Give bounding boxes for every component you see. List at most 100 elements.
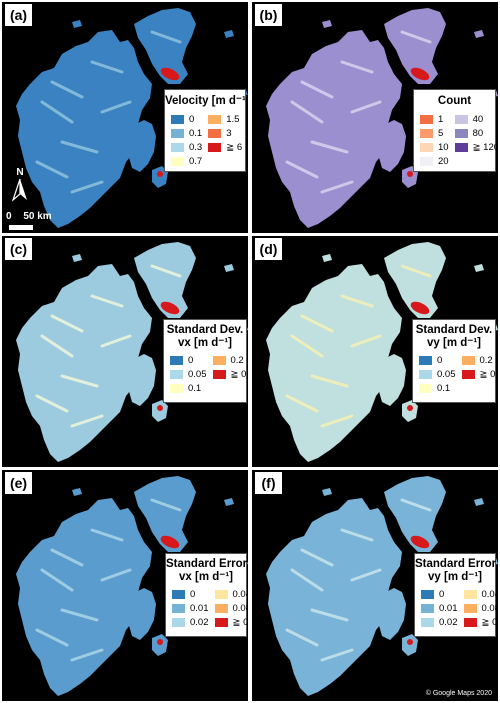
legend-item: ≧ 120	[454, 142, 498, 153]
north-label: N	[16, 167, 24, 178]
island-shape	[224, 30, 234, 38]
glacier-streak	[400, 30, 432, 44]
glacier-streak	[150, 498, 182, 512]
glacier-streak	[50, 314, 84, 333]
legend-item: ≧ 0.4	[212, 369, 249, 380]
legend-label: ≧ 6	[226, 142, 243, 153]
glacier-streak	[150, 264, 182, 278]
map-count	[266, 8, 498, 228]
legend-swatch	[214, 618, 228, 627]
glacier-streak	[40, 334, 74, 358]
glacier-hotspot	[407, 171, 413, 177]
panel-label: (e)	[5, 472, 32, 494]
glacier-streak	[400, 498, 432, 512]
legend-swatch	[212, 370, 226, 379]
map-stderr-vx	[16, 476, 248, 696]
glacier-streak	[350, 100, 382, 114]
glacier-hotspot	[160, 67, 180, 81]
legend-item: 0.02	[421, 617, 458, 628]
glacier-streak	[290, 568, 324, 592]
glacier-streak	[40, 100, 74, 124]
glacier-streak	[290, 334, 324, 358]
island-shape	[378, 120, 406, 172]
map-stderr-vy	[266, 476, 498, 696]
legend-label: 20	[438, 156, 449, 167]
panel-stddev-vx: (c) Standard Dev. vx [m d⁻¹] 0 0.2 0.05 ≧ 0…	[2, 236, 248, 467]
legend-item: 0.05	[419, 369, 456, 380]
legend-label: 0.02	[439, 617, 458, 628]
glacier-streak	[300, 80, 334, 99]
legend-items: 0 0.04 0.01 0.08 0.02 ≧ 0.16	[172, 589, 248, 628]
glacier-streak	[40, 568, 74, 592]
glacier-streak	[300, 548, 334, 567]
legend-label: ≧ 0.4	[479, 369, 499, 380]
island-shape	[134, 242, 196, 318]
legend-label: 0	[188, 355, 194, 366]
glacier-streak	[70, 180, 104, 194]
legend-item: ≧ 0.16	[463, 617, 499, 628]
legend-items: 0 0.2 0.05 ≧ 0.4 0.1	[419, 355, 498, 394]
legend-swatch	[208, 115, 222, 124]
glacier-streak	[70, 414, 104, 428]
legend-count: Count 1 40 5 80 10 ≧ 120 20	[413, 89, 498, 172]
legend-swatch	[170, 370, 183, 379]
legend-label: 0.02	[190, 617, 209, 628]
legend-swatch	[214, 590, 228, 599]
glacier-streak	[35, 628, 69, 647]
legend-label: 5	[438, 128, 444, 139]
legend-label: ≧ 0.16	[481, 617, 499, 628]
legend-label: 0.01	[190, 603, 209, 614]
legend-item: 0	[172, 589, 209, 600]
glacier-streak	[310, 608, 349, 622]
legend-label: 0	[190, 589, 196, 600]
glacier-streak	[310, 140, 349, 154]
glacier-hotspot	[410, 301, 430, 315]
legend-swatch	[420, 129, 433, 138]
legend-swatch	[171, 143, 184, 152]
panel-label: (a)	[5, 4, 32, 26]
glacier-streak	[285, 394, 319, 413]
legend-swatch	[212, 356, 226, 365]
island-shape	[384, 476, 446, 552]
legend-swatch	[419, 370, 432, 379]
glacier-hotspot	[410, 67, 430, 81]
glacier-streak	[320, 180, 354, 194]
attribution: © Google Maps 2020	[425, 690, 492, 697]
glacier-streak	[100, 568, 132, 582]
legend-label: 80	[472, 128, 484, 139]
glacier-hotspot	[157, 405, 163, 411]
legend-swatch	[419, 384, 432, 393]
island-shape	[72, 20, 82, 28]
panel-label: (d)	[255, 238, 282, 260]
legend-item: 0.04	[463, 589, 498, 600]
legend-swatch	[170, 356, 183, 365]
island-shape	[128, 588, 156, 640]
legend-label: 0	[437, 355, 443, 366]
glacier-streak	[90, 60, 124, 74]
glacier-streak	[60, 140, 99, 154]
legend-swatch	[208, 129, 222, 138]
glacier-streak	[310, 374, 349, 388]
legend-label: 10	[438, 142, 449, 153]
island-shape	[224, 264, 234, 272]
glacier-streak	[60, 374, 99, 388]
glacier-streak	[320, 414, 354, 428]
glacier-streak	[350, 334, 382, 348]
legend-label: ≧ 0.4	[230, 369, 249, 380]
scale-bar	[9, 225, 33, 230]
legend-swatch	[421, 604, 434, 613]
legend-title: Standard Error	[415, 558, 497, 570]
glacier-hotspot	[157, 639, 163, 645]
legend-item: 10	[420, 142, 449, 153]
island-shape	[224, 498, 234, 506]
glacier-streak	[290, 100, 324, 124]
glacier-hotspot	[410, 535, 430, 549]
legend-swatch	[419, 356, 432, 365]
legend-swatch	[172, 590, 185, 599]
island-shape	[266, 30, 402, 228]
legend-stderr-vx: Standard Error vx [m d⁻¹] 00.040.010.080…	[165, 553, 248, 637]
legend-swatch	[454, 143, 468, 152]
legend-swatch	[454, 115, 468, 124]
legend-swatch	[463, 604, 477, 613]
island-shape	[266, 264, 402, 462]
